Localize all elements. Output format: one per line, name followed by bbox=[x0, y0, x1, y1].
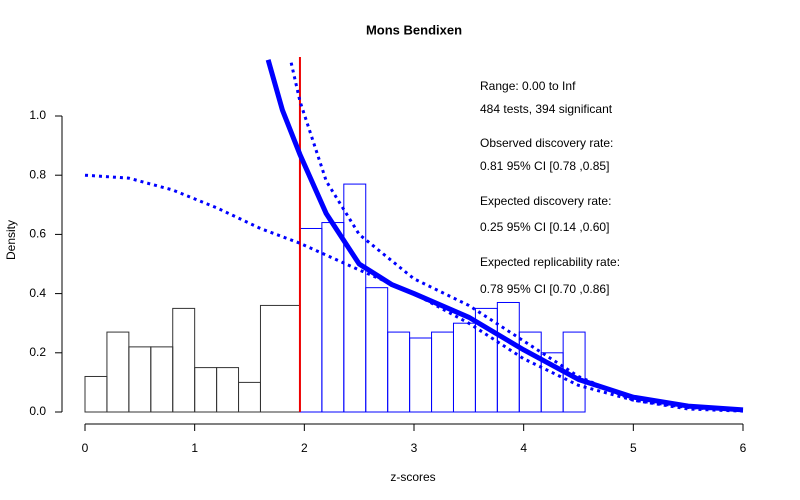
x-tick-label: 6 bbox=[740, 441, 747, 455]
x-tick-label: 4 bbox=[520, 441, 527, 455]
chart-title: Mons Bendixen bbox=[366, 22, 462, 37]
y-tick-label: 0.4 bbox=[29, 286, 46, 300]
x-tick-label: 0 bbox=[82, 441, 89, 455]
x-axis-label: z-scores bbox=[390, 470, 435, 484]
y-axis-label: Density bbox=[4, 220, 18, 260]
y-tick-label: 0.8 bbox=[29, 167, 46, 181]
annotation: 0.81 95% CI [0.78 ,0.85] bbox=[480, 159, 609, 173]
y-tick-label: 1.0 bbox=[29, 108, 46, 122]
annotation: 0.78 95% CI [0.70 ,0.86] bbox=[480, 282, 609, 296]
y-tick-label: 0.0 bbox=[29, 404, 46, 418]
annotation: 0.25 95% CI [0.14 ,0.60] bbox=[480, 220, 609, 234]
ci-curve bbox=[84, 173, 744, 413]
y-tick-label: 0.6 bbox=[29, 227, 46, 241]
y-tick-label: 0.2 bbox=[29, 345, 46, 359]
x-tick-label: 1 bbox=[191, 441, 198, 455]
annotation: Range: 0.00 to Inf bbox=[480, 79, 576, 93]
ci-curve bbox=[289, 62, 744, 413]
plot-area bbox=[84, 57, 744, 413]
annotation: Expected replicability rate: bbox=[480, 255, 620, 269]
x-tick-label: 2 bbox=[301, 441, 308, 455]
annotation: Observed discovery rate: bbox=[480, 136, 613, 150]
x-tick-label: 5 bbox=[630, 441, 637, 455]
annotation: Expected discovery rate: bbox=[480, 194, 611, 208]
annotation: 484 tests, 394 significant bbox=[480, 102, 613, 116]
x-tick-label: 3 bbox=[411, 441, 418, 455]
histogram-bar bbox=[172, 307, 196, 413]
